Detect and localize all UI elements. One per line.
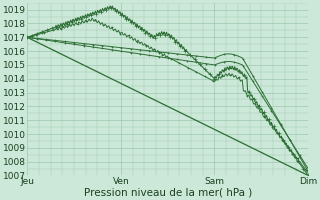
X-axis label: Pression niveau de la mer( hPa ): Pression niveau de la mer( hPa ) xyxy=(84,187,252,197)
